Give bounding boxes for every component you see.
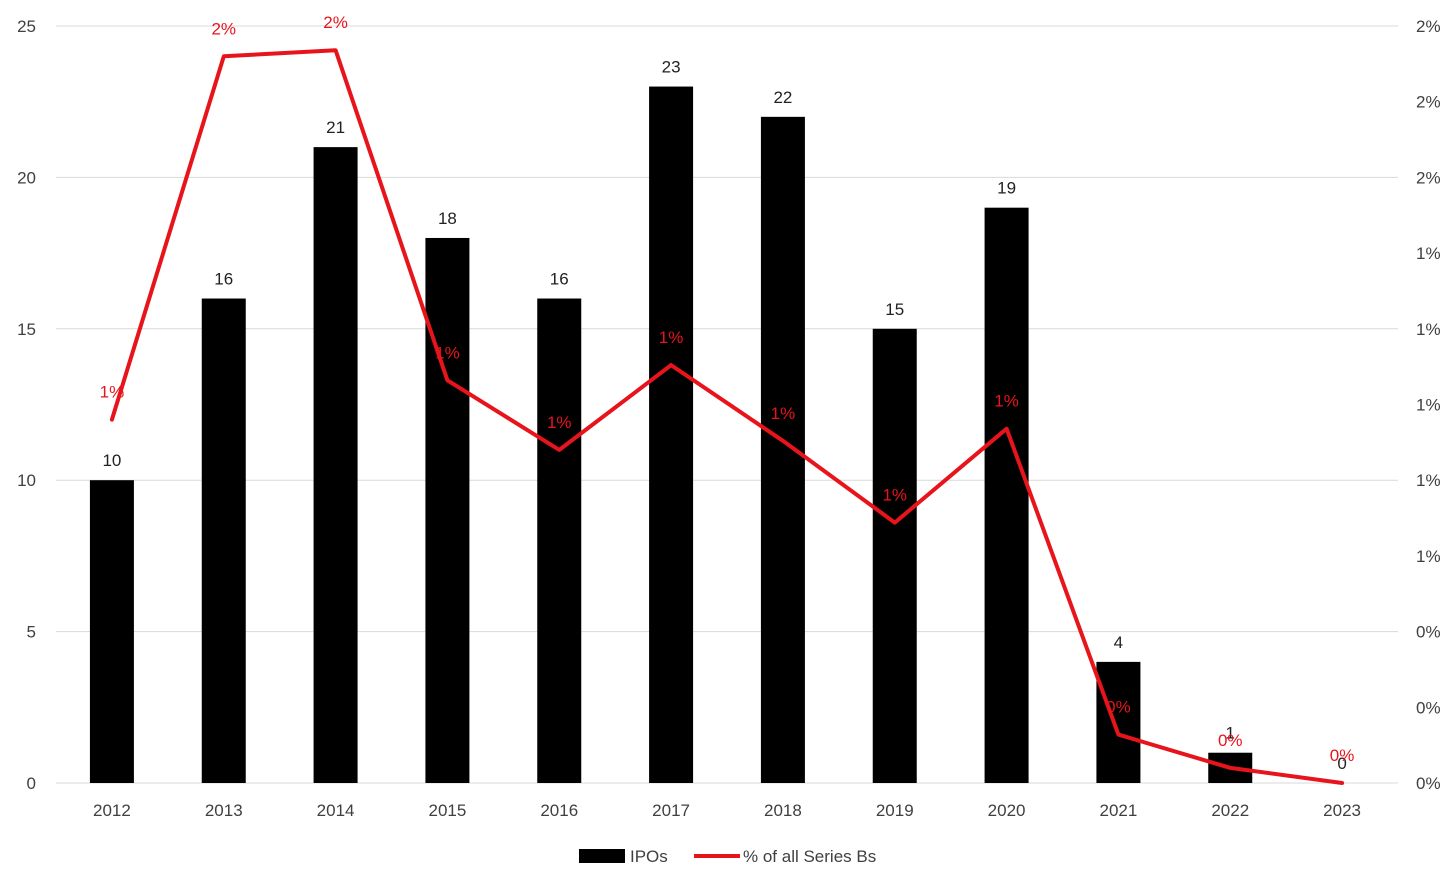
y-left-tick-label: 0 [27, 774, 36, 793]
series-line [109, 48, 1345, 785]
legend-label-series-b: % of all Series Bs [743, 847, 876, 866]
y-left-tick-label: 15 [17, 320, 36, 339]
y-right-tick-label: 0% [1416, 698, 1441, 717]
line-data-label: 1% [659, 328, 684, 347]
bar [1096, 661, 1141, 783]
bar [984, 207, 1029, 783]
bar-data-label: 18 [438, 209, 457, 228]
line-data-label: 1% [771, 404, 796, 423]
y-right-tick-label: 1% [1416, 320, 1441, 339]
bar-data-label: 16 [214, 270, 233, 289]
y-left-tick-label: 10 [17, 471, 36, 490]
bar-data-label: 16 [550, 270, 569, 289]
line-data-label: 0% [1330, 746, 1355, 765]
x-tick-label: 2013 [205, 801, 243, 820]
legend-swatch-ipos [579, 849, 625, 863]
y-right-tick-label: 0% [1416, 774, 1441, 793]
x-tick-label: 2018 [764, 801, 802, 820]
line-data-label: 2% [211, 19, 236, 38]
line-data-label: 0% [1218, 731, 1243, 750]
bar-data-label: 0 [1337, 754, 1346, 773]
line-data-label: 1% [435, 343, 460, 362]
bar [313, 147, 358, 783]
y-right-tick-label: 1% [1416, 547, 1441, 566]
x-tick-label: 2020 [988, 801, 1026, 820]
bar-data-label: 19 [997, 179, 1016, 198]
bar [425, 237, 470, 783]
x-tick-label: 2022 [1211, 801, 1249, 820]
bar [89, 480, 134, 783]
y-left-tick-label: 25 [17, 17, 36, 36]
bar [872, 328, 917, 783]
bar [201, 298, 246, 783]
bar-data-label: 21 [326, 118, 345, 137]
y-right-tick-label: 1% [1416, 396, 1441, 415]
line-data-label: 1% [994, 392, 1019, 411]
bar [649, 86, 694, 783]
line-data-label: 1% [547, 413, 572, 432]
y-left-tick-label: 5 [27, 623, 36, 642]
y-right-tick-label: 2% [1416, 17, 1441, 36]
bar [537, 298, 582, 783]
x-tick-label: 2023 [1323, 801, 1361, 820]
bar-data-label: 4 [1114, 633, 1123, 652]
bar-data-label: 10 [102, 451, 121, 470]
legend-label-ipos: IPOs [630, 847, 668, 866]
bar-data-label: 1 [1226, 724, 1235, 743]
x-tick-label: 2017 [652, 801, 690, 820]
x-tick-label: 2012 [93, 801, 131, 820]
bar-data-label: 22 [773, 88, 792, 107]
x-tick-label: 2015 [429, 801, 467, 820]
line-data-label: 2% [323, 13, 348, 32]
y-right-tick-label: 2% [1416, 168, 1441, 187]
bar-data-label: 23 [662, 58, 681, 77]
x-tick-label: 2019 [876, 801, 914, 820]
line-data-label: 1% [100, 383, 125, 402]
bar-data-label: 15 [885, 300, 904, 319]
y-right-tick-label: 1% [1416, 471, 1441, 490]
y-right-tick-label: 0% [1416, 623, 1441, 642]
line-data-label: 0% [1106, 698, 1131, 717]
line-data-label: 1% [882, 486, 907, 505]
x-tick-label: 2016 [540, 801, 578, 820]
x-tick-label: 2021 [1100, 801, 1138, 820]
y-right-tick-label: 1% [1416, 244, 1441, 263]
y-left-tick-label: 20 [17, 168, 36, 187]
x-tick-label: 2014 [317, 801, 355, 820]
y-right-tick-label: 2% [1416, 93, 1441, 112]
